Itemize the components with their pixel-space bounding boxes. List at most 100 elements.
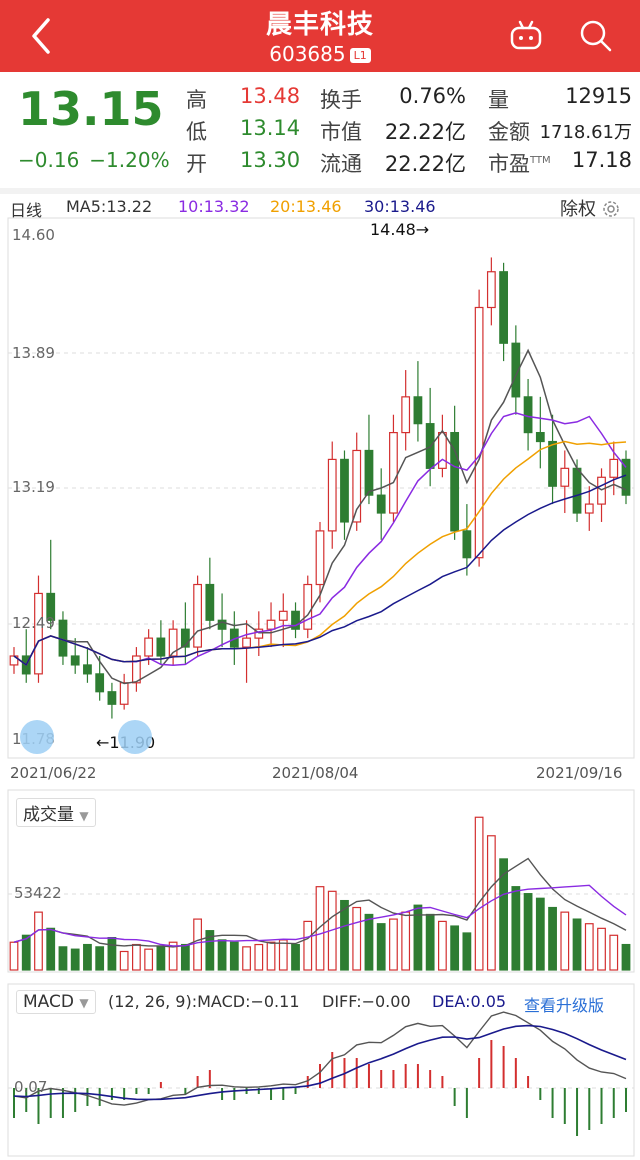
volume-bar	[217, 939, 227, 971]
search-icon[interactable]	[576, 16, 616, 56]
candle	[340, 458, 349, 523]
candle	[95, 673, 105, 693]
x-tick-label: 2021/09/16	[536, 764, 623, 782]
ma30-line	[13, 474, 627, 667]
macd-frame	[7, 983, 635, 1157]
candle	[499, 271, 508, 344]
volume-bar	[291, 943, 300, 971]
macd-indicator-select[interactable]: MACD ▼	[16, 990, 96, 1014]
volume-bar	[376, 923, 386, 971]
volume-bar	[303, 920, 313, 971]
stat-float-cap: 流通 22.22亿	[320, 152, 466, 176]
volume-bar	[70, 948, 80, 971]
candle	[278, 610, 288, 621]
candle	[254, 628, 264, 639]
title-bar: 晨丰科技 603685 L1	[0, 0, 640, 72]
candle	[474, 306, 484, 559]
volume-bar	[572, 918, 582, 971]
macd-tick-label: 0.07	[14, 1078, 48, 1096]
candle	[327, 458, 337, 532]
upgrade-link[interactable]: 查看升级版	[524, 996, 605, 1015]
volume-bar	[450, 925, 460, 971]
volume-bar	[523, 893, 533, 971]
candle	[486, 271, 496, 309]
candle	[523, 396, 533, 434]
candle	[560, 467, 570, 487]
candle	[58, 619, 68, 657]
candle	[389, 431, 398, 514]
gear-icon	[602, 201, 619, 217]
stat-volume: 量 12915	[488, 84, 632, 112]
volume-bar	[180, 943, 190, 971]
high-annotation: 14.48→	[370, 220, 430, 239]
volume-bar	[242, 946, 251, 971]
candle	[119, 682, 129, 705]
volume-bar	[254, 943, 264, 971]
volume-bar	[438, 920, 447, 971]
stat-open: 开 13.30	[186, 148, 301, 176]
candle	[438, 431, 447, 469]
volume-bar	[107, 936, 117, 971]
candle	[352, 449, 362, 523]
volume-frame	[7, 789, 635, 973]
candle	[168, 628, 178, 657]
volume-indicator-select[interactable]: 成交量 ▼	[16, 798, 96, 827]
candle	[315, 530, 325, 586]
candle	[217, 619, 227, 630]
robot-icon[interactable]	[506, 18, 546, 54]
candle	[462, 530, 472, 559]
ma5-label: MA5:13.22	[66, 197, 153, 216]
candle	[609, 458, 619, 478]
volume-bar	[352, 906, 362, 971]
volume-bar	[315, 886, 325, 971]
y-tick-label: 12.49	[12, 614, 55, 632]
volume-bar	[597, 927, 606, 971]
volume-bar	[168, 941, 178, 971]
stat-low: 低 13.14	[186, 116, 301, 144]
candle	[70, 655, 80, 666]
candle	[34, 592, 43, 675]
candle	[291, 610, 300, 630]
candle	[46, 592, 56, 621]
ma10-label: 10:13.32	[178, 197, 250, 216]
y-tick-label: 14.60	[12, 226, 55, 244]
volume-bar	[511, 886, 521, 971]
volume-bar	[193, 918, 202, 971]
candle	[364, 449, 374, 496]
volume-bar	[21, 934, 31, 971]
macd-diff: DIFF:−0.00	[322, 992, 411, 1011]
back-icon[interactable]	[24, 14, 64, 58]
stock-name: 晨丰科技	[265, 10, 374, 40]
quote-panel: 13.15 −0.16 −1.20% 高 13.48 低 13.14 开 13.30 换…	[0, 72, 640, 190]
candle	[132, 655, 141, 684]
volume-bar	[46, 927, 56, 971]
period-label[interactable]: 日线	[10, 201, 43, 220]
stat-market-cap: 市值 22.22亿	[320, 120, 466, 144]
x-tick-label: 2021/08/04	[272, 764, 359, 782]
candle	[548, 440, 557, 487]
stat-pe: 市盈TTM 17.18	[488, 148, 632, 176]
stat-amount: 金额 1718.61万	[488, 120, 632, 144]
volume-bar	[425, 913, 435, 971]
expand-left-button[interactable]	[20, 720, 54, 754]
level-badge: L1	[349, 48, 371, 63]
ma5-line	[13, 348, 627, 685]
volume-bar	[229, 941, 239, 971]
adjust-button[interactable]: 除权	[560, 195, 620, 221]
volume-bar	[156, 946, 166, 971]
last-price: 13.15	[18, 82, 164, 136]
volume-bar	[535, 897, 545, 971]
stock-code: 603685 L1	[0, 42, 640, 66]
macd-params: (12, 26, 9):MACD:−0.11	[108, 992, 300, 1011]
volume-bar	[389, 918, 398, 971]
volume-bar	[499, 858, 508, 971]
volume-bar	[621, 943, 631, 971]
expand-right-button[interactable]	[118, 720, 152, 754]
candle	[597, 476, 606, 505]
volume-bar	[474, 816, 484, 971]
candle	[572, 467, 582, 514]
candle	[376, 494, 386, 514]
volume-bar	[9, 941, 19, 971]
volume-bar	[132, 943, 141, 971]
